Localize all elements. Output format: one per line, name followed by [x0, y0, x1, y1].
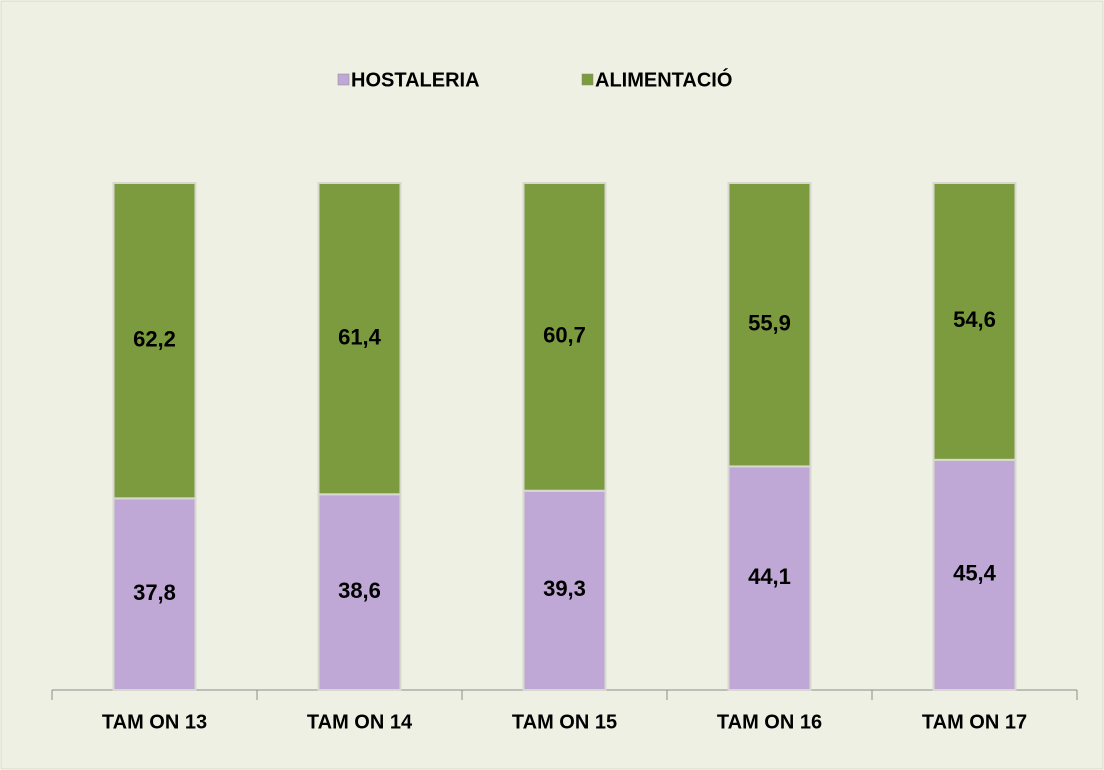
- data-label: 60,7: [543, 323, 586, 348]
- x-tick-label: TAM ON 14: [307, 711, 413, 733]
- bar-segment: [112, 497, 197, 691]
- data-label: 37,8: [133, 580, 176, 605]
- x-tick-label: TAM ON 15: [512, 711, 617, 733]
- bar-segment: [727, 182, 812, 468]
- x-tick-label: TAM ON 17: [922, 711, 1027, 733]
- legend-label: ALIMENTACIÓ: [595, 67, 732, 91]
- data-label: 39,3: [543, 576, 586, 601]
- bar-segment: [522, 182, 607, 492]
- data-label: 45,4: [953, 561, 997, 586]
- data-label: 54,6: [953, 307, 996, 332]
- legend-swatch: [337, 73, 350, 86]
- x-tick-label: TAM ON 16: [717, 711, 822, 733]
- legend-label: HOSTALERIA: [351, 69, 480, 91]
- data-label: 38,6: [338, 578, 381, 603]
- legend-swatch: [581, 73, 594, 86]
- data-label: 61,4: [338, 324, 382, 349]
- bar-segment: [932, 182, 1017, 461]
- bar-segment: [932, 458, 1017, 691]
- data-label: 44,1: [748, 564, 791, 589]
- bar-segment: [522, 489, 607, 691]
- x-tick-label: TAM ON 13: [102, 711, 207, 733]
- data-label: 55,9: [748, 311, 791, 336]
- bar-segment: [317, 493, 402, 691]
- bar-segment: [727, 465, 812, 691]
- data-label: 62,2: [133, 326, 176, 351]
- bar-segment: [317, 182, 402, 496]
- bar-segment: [112, 182, 197, 500]
